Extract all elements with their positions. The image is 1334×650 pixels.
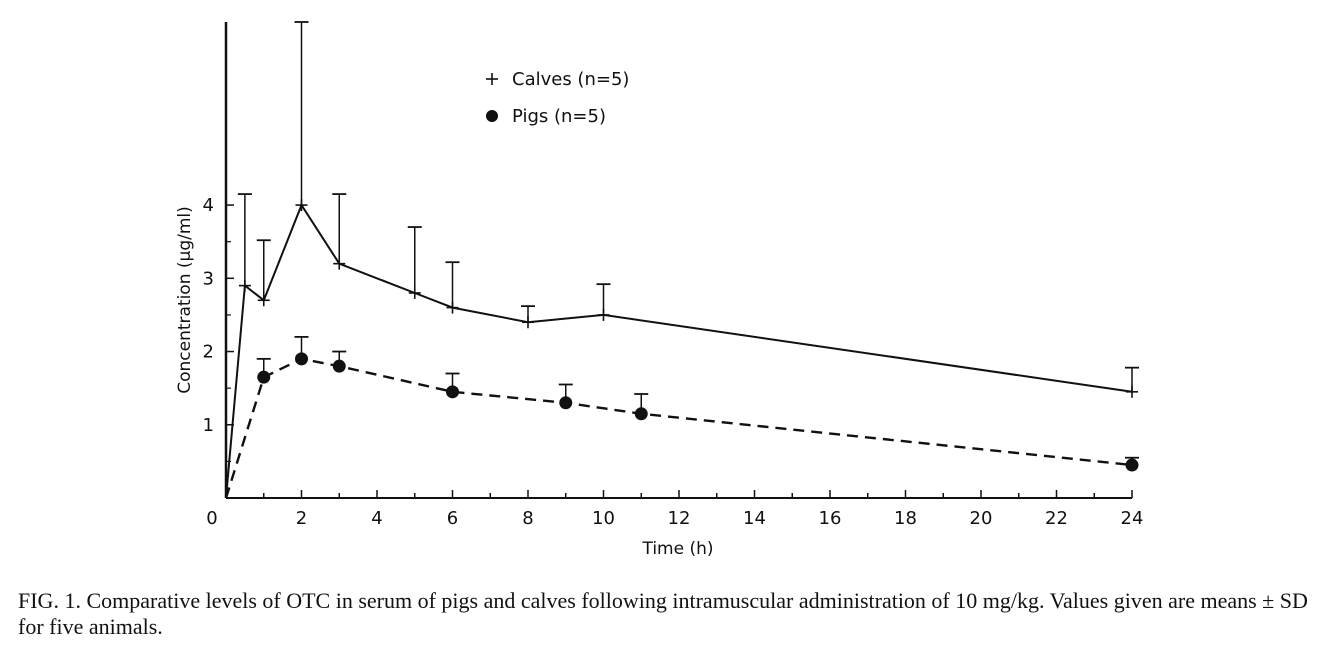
data-point-calves	[446, 301, 459, 314]
y-tick-label: 1	[203, 415, 214, 436]
legend-label-calves: Calves (n=5)	[512, 69, 629, 90]
data-point-calves	[257, 294, 270, 307]
x-tick-label: 20	[970, 508, 993, 529]
data-point-calves	[1126, 385, 1138, 398]
x-axis-ticks: 0 2 4 6 8 10 12 14 16 18 20 22 24	[206, 490, 1143, 529]
y-tick-label: 4	[203, 195, 214, 216]
error-bar-calves	[332, 193, 347, 264]
axes	[224, 22, 1132, 499]
error-bar-calves	[256, 239, 271, 301]
legend-marker-circle-icon	[486, 110, 498, 122]
x-tick-label: 4	[371, 508, 382, 529]
data-point-calves	[597, 308, 610, 321]
circle-icon	[486, 110, 498, 122]
x-tick-label: 0	[206, 508, 217, 529]
legend-marker-plus-icon	[486, 73, 498, 85]
y-tick-label: 3	[203, 268, 214, 289]
data-point-calves	[408, 286, 421, 299]
series-calves	[225, 21, 1139, 499]
data-point-calves	[333, 257, 346, 270]
figure-caption: FIG. 1. Comparative levels of OTC in ser…	[18, 588, 1308, 639]
error-bar-calves	[237, 193, 252, 286]
data-point-pigs	[1125, 458, 1139, 472]
x-tick-label: 6	[447, 508, 458, 529]
x-tick-label: 14	[743, 508, 766, 529]
x-tick-label: 22	[1045, 508, 1068, 529]
x-tick-label: 18	[894, 508, 917, 529]
y-tick-label: 2	[203, 342, 214, 363]
x-tick-label: 2	[296, 508, 307, 529]
data-point-pigs	[332, 359, 346, 373]
series-line-calves	[225, 202, 1133, 499]
error-bar-calves	[407, 226, 422, 293]
data-point-pigs	[446, 385, 459, 399]
x-tick-label: 12	[668, 508, 691, 529]
legend-label-pigs: Pigs (n=5)	[512, 106, 606, 127]
x-tick-label: 10	[592, 508, 615, 529]
x-tick-label: 8	[522, 508, 533, 529]
y-axis-title: Concentration (μg/ml)	[175, 206, 195, 394]
data-point-pigs	[634, 407, 648, 421]
x-tick-label: 16	[819, 508, 842, 529]
data-point-pigs	[559, 396, 573, 410]
data-point-calves	[238, 279, 251, 292]
error-bar-calves	[294, 21, 309, 206]
legend-item-calves: Calves (n=5)	[486, 69, 629, 90]
x-tick-label: 24	[1121, 508, 1144, 529]
series-layer	[224, 21, 1139, 499]
legend-item-pigs: Pigs (n=5)	[486, 106, 606, 127]
y-axis-ticks: 1 2 3 4	[203, 195, 234, 462]
legend: Calves (n=5) Pigs (n=5)	[486, 69, 629, 127]
data-point-calves	[295, 199, 308, 212]
data-point-pigs	[257, 370, 271, 384]
series-line-pigs	[224, 357, 1133, 499]
plus-icon	[486, 73, 498, 85]
error-bar-calves	[445, 261, 460, 308]
data-point-pigs	[295, 352, 308, 366]
x-axis-title: Time (h)	[641, 539, 713, 559]
data-point-calves	[522, 316, 534, 329]
series-pigs	[224, 335, 1139, 499]
